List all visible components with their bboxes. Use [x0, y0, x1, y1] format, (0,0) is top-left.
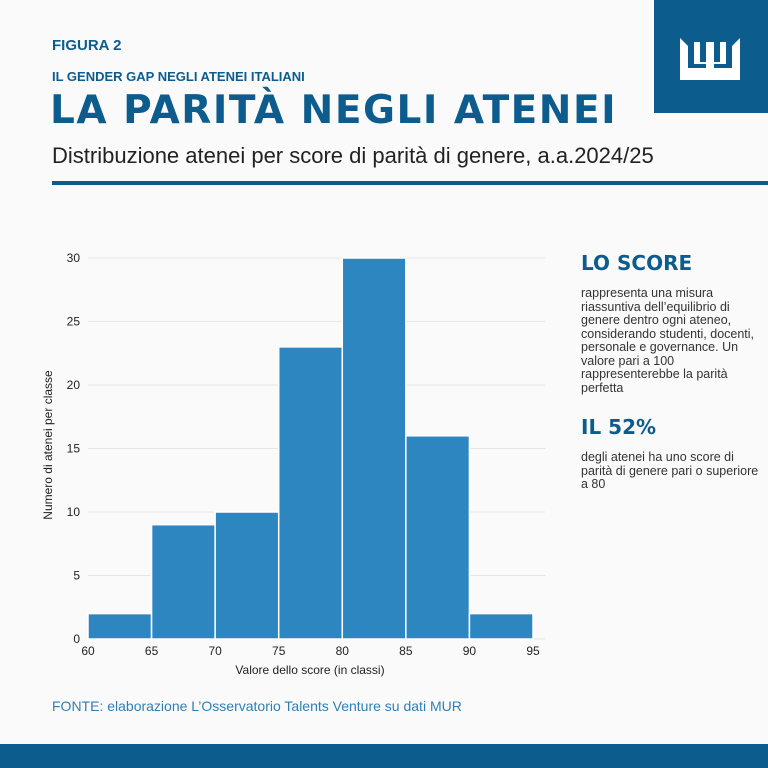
stat-heading: IL 52%	[581, 415, 657, 439]
y-axis-label: Numero di atenei per classe	[41, 370, 55, 520]
source-note: FONTE: elaborazione L’Osservatorio Talen…	[52, 698, 462, 714]
figure-number: FIGURA 2	[52, 37, 122, 54]
x-axis-label: Valore dello score (in classi)	[235, 663, 384, 677]
x-tick-label: 80	[336, 644, 350, 658]
histogram-bar	[87, 612, 153, 640]
y-tick-label: 15	[67, 442, 81, 456]
x-tick-label: 85	[399, 644, 413, 658]
x-tick-label: 60	[81, 644, 95, 658]
y-tick-label: 30	[67, 251, 81, 265]
score-text: rappresenta una misura riassuntiva dell’…	[581, 286, 755, 395]
footer-bar	[0, 744, 768, 768]
y-tick-label: 10	[67, 505, 81, 519]
histogram-bar	[468, 612, 534, 640]
y-tick-label: 20	[67, 378, 81, 392]
y-tick-label: 0	[73, 632, 80, 646]
histogram-bar	[405, 435, 471, 640]
score-info: LO SCORE rappresenta una misura riassunt…	[581, 251, 761, 492]
page-title: LA PARITÀ NEGLI ATENEI	[50, 88, 618, 133]
crown-logo-icon	[680, 38, 740, 80]
histogram-bar	[150, 523, 216, 640]
histogram-bar	[341, 257, 407, 640]
score-heading: LO SCORE	[581, 251, 693, 275]
chart-description: Distribuzione atenei per score di parità…	[52, 143, 654, 168]
x-tick-label: 75	[272, 644, 286, 658]
y-tick-label: 5	[73, 569, 80, 583]
logo	[654, 0, 768, 113]
divider	[52, 181, 768, 185]
x-tick-label: 90	[463, 644, 477, 658]
x-tick-label: 65	[145, 644, 159, 658]
stat-text: degli atenei ha uno score di parità di g…	[581, 450, 759, 491]
histogram: 60 65 70 75 80 85 90 95 0 5 10 15 20 25 30 Valore dell…	[41, 251, 545, 677]
histogram-bar	[214, 511, 280, 640]
y-tick-label: 25	[67, 315, 81, 329]
x-tick-label: 70	[208, 644, 222, 658]
histogram-bar	[277, 346, 344, 640]
subtitle: IL GENDER GAP NEGLI ATENEI ITALIANI	[52, 69, 305, 84]
x-tick-label: 95	[526, 644, 540, 658]
